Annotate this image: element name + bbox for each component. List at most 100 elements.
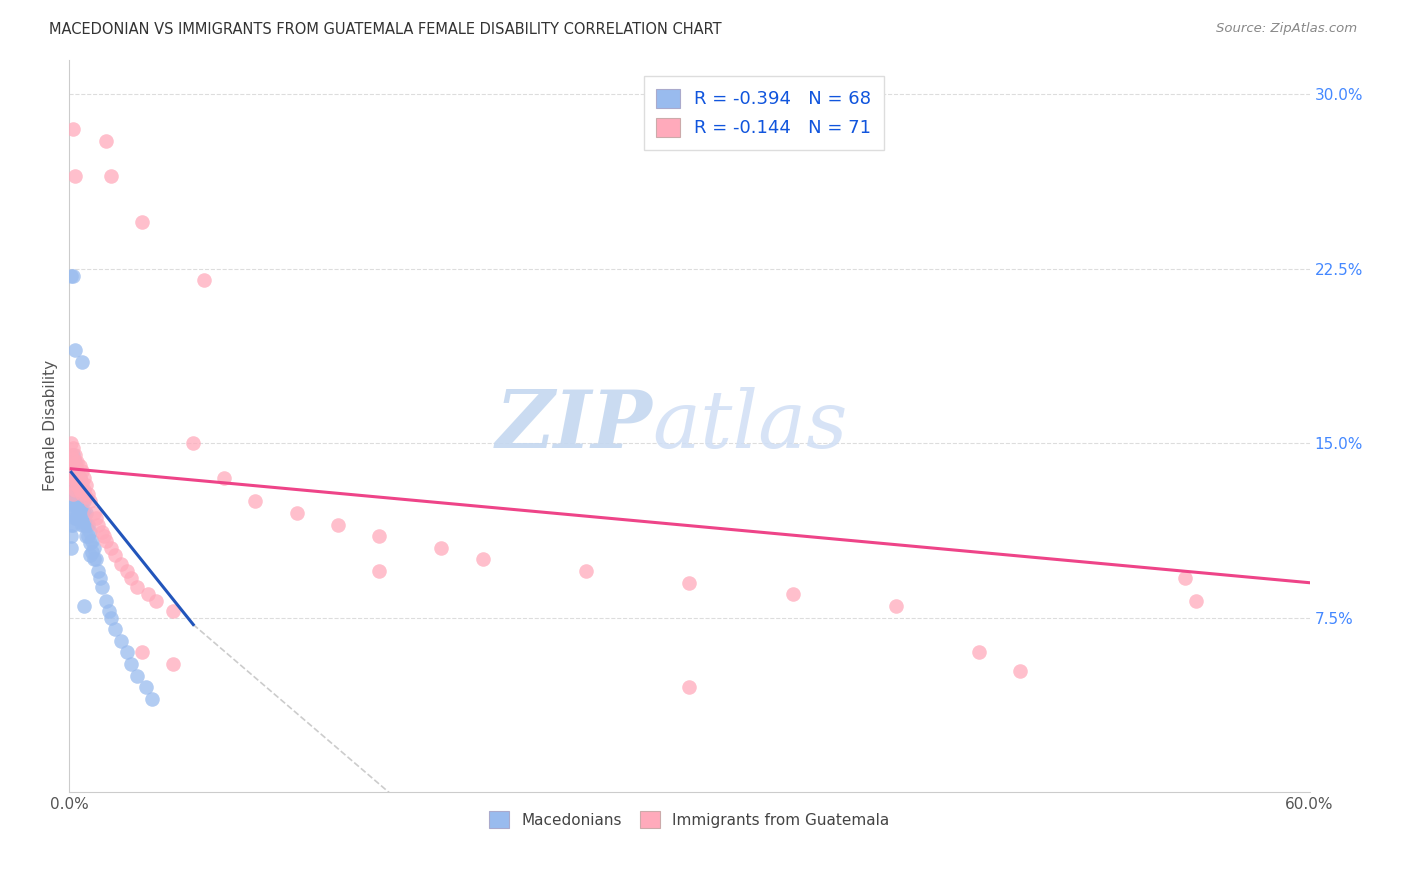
Point bbox=[91, 524, 114, 539]
Legend: Macedonians, Immigrants from Guatemala: Macedonians, Immigrants from Guatemala bbox=[482, 804, 897, 836]
Point bbox=[285, 506, 308, 520]
Point bbox=[60, 494, 83, 508]
Point bbox=[131, 645, 153, 659]
Point bbox=[60, 506, 83, 520]
Point bbox=[104, 622, 127, 636]
Point bbox=[96, 134, 118, 148]
Point bbox=[120, 571, 142, 585]
Point bbox=[62, 506, 84, 520]
Point bbox=[100, 610, 122, 624]
Point bbox=[75, 529, 97, 543]
Point bbox=[66, 499, 89, 513]
Point bbox=[73, 471, 96, 485]
Point bbox=[60, 541, 83, 555]
Point bbox=[141, 692, 163, 706]
Point bbox=[60, 517, 83, 532]
Point bbox=[1010, 664, 1032, 678]
Point bbox=[60, 483, 83, 497]
Point bbox=[65, 471, 87, 485]
Point bbox=[73, 506, 96, 520]
Point bbox=[1174, 571, 1197, 585]
Point bbox=[69, 459, 91, 474]
Point bbox=[89, 571, 111, 585]
Point bbox=[75, 490, 97, 504]
Text: MACEDONIAN VS IMMIGRANTS FROM GUATEMALA FEMALE DISABILITY CORRELATION CHART: MACEDONIAN VS IMMIGRANTS FROM GUATEMALA … bbox=[49, 22, 721, 37]
Point bbox=[70, 483, 93, 497]
Point bbox=[70, 494, 93, 508]
Point bbox=[60, 448, 83, 462]
Point bbox=[79, 494, 101, 508]
Point bbox=[73, 483, 96, 497]
Point bbox=[97, 604, 120, 618]
Point bbox=[162, 657, 184, 671]
Point bbox=[145, 594, 167, 608]
Point bbox=[214, 471, 236, 485]
Point bbox=[62, 471, 84, 485]
Point bbox=[1185, 594, 1208, 608]
Point bbox=[91, 580, 114, 594]
Point bbox=[326, 517, 349, 532]
Point bbox=[110, 633, 132, 648]
Point bbox=[368, 564, 391, 578]
Point bbox=[110, 557, 132, 571]
Point bbox=[62, 268, 84, 283]
Point bbox=[66, 467, 89, 481]
Point bbox=[60, 436, 83, 450]
Point bbox=[62, 122, 84, 136]
Point bbox=[83, 506, 105, 520]
Point bbox=[245, 494, 267, 508]
Point bbox=[76, 517, 98, 532]
Point bbox=[65, 459, 87, 474]
Point bbox=[100, 541, 122, 555]
Point bbox=[96, 533, 118, 548]
Point bbox=[70, 506, 93, 520]
Point bbox=[65, 483, 87, 497]
Point bbox=[62, 475, 84, 490]
Point bbox=[127, 669, 149, 683]
Point bbox=[181, 436, 204, 450]
Point bbox=[60, 459, 83, 474]
Point bbox=[62, 448, 84, 462]
Point bbox=[575, 564, 598, 578]
Point bbox=[62, 464, 84, 478]
Point bbox=[69, 483, 91, 497]
Y-axis label: Female Disability: Female Disability bbox=[44, 360, 58, 491]
Point bbox=[83, 552, 105, 566]
Point bbox=[62, 483, 84, 497]
Point bbox=[65, 343, 87, 358]
Point bbox=[65, 169, 87, 183]
Point bbox=[193, 273, 215, 287]
Point bbox=[131, 215, 153, 229]
Point bbox=[93, 529, 115, 543]
Point bbox=[62, 494, 84, 508]
Point bbox=[75, 517, 97, 532]
Point bbox=[69, 471, 91, 485]
Point bbox=[678, 681, 700, 695]
Point bbox=[62, 487, 84, 501]
Point bbox=[66, 510, 89, 524]
Point bbox=[368, 529, 391, 543]
Point bbox=[135, 681, 157, 695]
Point bbox=[69, 483, 91, 497]
Point bbox=[65, 455, 87, 469]
Point bbox=[83, 541, 105, 555]
Point bbox=[66, 478, 89, 492]
Point bbox=[471, 552, 494, 566]
Point bbox=[79, 536, 101, 550]
Point bbox=[75, 506, 97, 520]
Point bbox=[967, 645, 990, 659]
Point bbox=[73, 494, 96, 508]
Point bbox=[65, 510, 87, 524]
Point bbox=[60, 268, 83, 283]
Point bbox=[80, 545, 103, 559]
Point bbox=[65, 487, 87, 501]
Point bbox=[73, 517, 96, 532]
Text: atlas: atlas bbox=[652, 387, 848, 465]
Point bbox=[87, 517, 110, 532]
Point bbox=[76, 487, 98, 501]
Text: ZIP: ZIP bbox=[495, 387, 652, 465]
Point bbox=[127, 580, 149, 594]
Point bbox=[60, 529, 83, 543]
Point bbox=[66, 455, 89, 469]
Point bbox=[65, 499, 87, 513]
